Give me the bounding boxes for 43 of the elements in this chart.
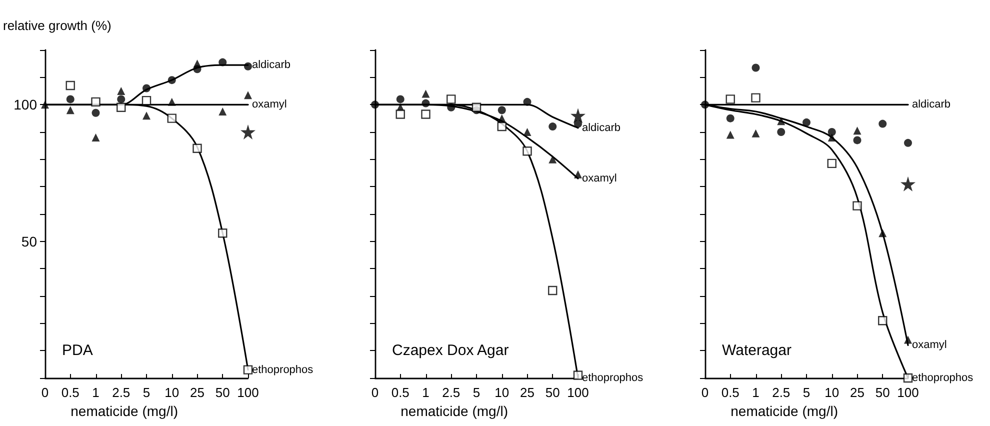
x-tick-label: 50 xyxy=(545,385,560,400)
x-tick-label: 100 xyxy=(237,385,259,400)
series-label: aldicarb xyxy=(912,98,951,111)
x-tick-label: 5 xyxy=(802,385,810,400)
x-axis-title: nematicide (mg/l) xyxy=(70,403,178,419)
x-tick-label: 2.5 xyxy=(112,385,130,400)
x-tick-label: 25 xyxy=(520,385,534,400)
x-tick-label: 5 xyxy=(472,385,480,400)
y-axis-title: relative growth (%) xyxy=(3,18,112,33)
x-tick-label: 0.5 xyxy=(391,385,410,400)
annotation: Czapex Dox Agar xyxy=(392,342,509,359)
annotation: Wateragar xyxy=(722,342,792,359)
series-label: oxamyl xyxy=(252,98,287,111)
x-tick-label: 0.5 xyxy=(61,385,80,400)
x-tick-label: 5 xyxy=(142,385,150,400)
x-tick-label: 10 xyxy=(824,385,840,400)
x-tick-label: 2.5 xyxy=(442,385,460,400)
x-tick-label: 0.5 xyxy=(721,385,740,400)
x-tick-label: 25 xyxy=(850,385,864,400)
series-label: aldicarb xyxy=(252,59,291,72)
annotation: PDA xyxy=(62,342,93,359)
x-axis-title: nematicide (mg/l) xyxy=(730,403,838,419)
series-label: oxamyl xyxy=(582,172,617,184)
series-label: ethoprophos xyxy=(912,372,974,384)
x-axis-title: nematicide (mg/l) xyxy=(400,403,508,419)
x-tick-label: 0 xyxy=(41,385,49,400)
series-label: ethoprophos xyxy=(582,372,644,384)
x-tick-label: 0 xyxy=(701,385,709,400)
x-tick-label: 100 xyxy=(567,385,589,400)
x-tick-label: 25 xyxy=(190,385,204,400)
x-tick-label: 100 xyxy=(897,385,919,400)
x-tick-label: 1 xyxy=(422,385,430,400)
x-tick-label: 1 xyxy=(92,385,100,400)
series-label: oxamyl xyxy=(912,339,947,352)
x-tick-label: 10 xyxy=(164,385,180,400)
series-label: aldicarb xyxy=(582,122,621,134)
x-tick-label: 1 xyxy=(752,385,760,400)
x-tick-label: 50 xyxy=(875,385,890,400)
series-label: ethoprophos xyxy=(252,364,314,376)
x-tick-label: 10 xyxy=(494,385,510,400)
x-tick-label: 0 xyxy=(371,385,379,400)
x-tick-label: 50 xyxy=(215,385,230,400)
x-tick-label: 2.5 xyxy=(772,385,790,400)
